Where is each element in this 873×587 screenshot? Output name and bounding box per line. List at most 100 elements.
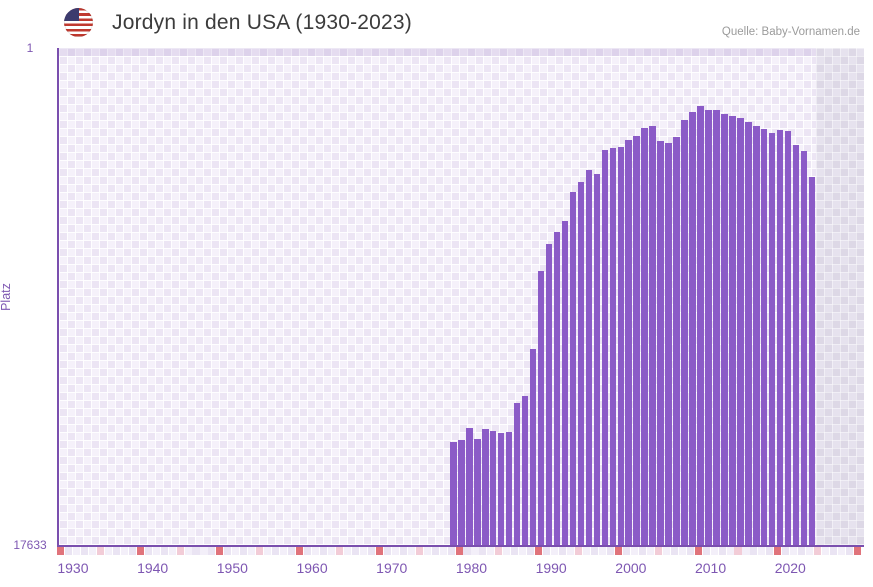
bar-1996[interactable]: [593, 174, 601, 545]
strip-cell: [630, 547, 638, 555]
bar-1982[interactable]: [482, 429, 489, 545]
bar-2005[interactable]: [665, 143, 672, 545]
bar-2000[interactable]: [625, 139, 632, 545]
strip-cell: [750, 547, 758, 555]
strip-cell: [678, 547, 686, 555]
bar-2019[interactable]: [776, 130, 784, 545]
bar-2013[interactable]: [729, 115, 736, 545]
strip-cell: [487, 547, 495, 555]
bar-1988[interactable]: [529, 349, 537, 545]
strip-cell: [670, 547, 678, 555]
bar-2017[interactable]: [760, 128, 768, 545]
bar-1990[interactable]: [545, 243, 553, 545]
strip-cell-decade: [375, 547, 383, 555]
strip-cell: [351, 547, 359, 555]
bar-2008[interactable]: [689, 112, 696, 545]
strip-cell-half-decade: [495, 547, 503, 555]
strip-cell-half-decade: [415, 547, 423, 555]
strip-cell: [120, 547, 128, 555]
bar-2015[interactable]: [745, 122, 752, 545]
strip-cell-half-decade: [734, 547, 742, 555]
strip-cell-half-decade: [96, 547, 104, 555]
x-axis-tick-label: 1940: [137, 560, 169, 576]
strip-cell: [782, 547, 790, 555]
bar-1994[interactable]: [577, 181, 585, 545]
strip-cell: [503, 547, 511, 555]
bar-1984[interactable]: [497, 433, 505, 545]
plot-area: [57, 48, 864, 547]
strip-cell: [192, 547, 200, 555]
strip-cell: [128, 547, 136, 555]
strip-cell: [224, 547, 232, 555]
strip-cell: [662, 547, 670, 555]
strip-cell: [846, 547, 854, 555]
bar-1986[interactable]: [513, 403, 521, 545]
strip-cell: [551, 547, 559, 555]
bar-2006[interactable]: [673, 137, 680, 545]
bar-1983[interactable]: [489, 431, 497, 545]
bar-2011[interactable]: [713, 110, 720, 545]
strip-cell: [391, 547, 399, 555]
bar-2022[interactable]: [800, 151, 808, 545]
bar-1997[interactable]: [601, 150, 609, 545]
bar-2004[interactable]: [657, 141, 664, 545]
strip-cell: [766, 547, 774, 555]
strip-cell-decade: [455, 547, 463, 555]
bar-1985[interactable]: [505, 431, 513, 545]
bar-2010[interactable]: [705, 110, 712, 545]
x-axis-tick-label: 2010: [694, 560, 727, 576]
strip-cell: [479, 547, 487, 555]
bar-2002[interactable]: [641, 128, 648, 545]
bar-2009[interactable]: [697, 106, 704, 545]
strip-cell-half-decade: [575, 547, 583, 555]
source-credit: Quelle: Baby-Vornamen.de: [721, 26, 860, 38]
x-axis-tick-label: 1960: [296, 560, 328, 576]
strip-cell: [248, 547, 256, 555]
strip-cell: [168, 547, 176, 555]
x-axis-tick-label: 1980: [455, 560, 488, 576]
y-axis-top-tick-label: 1: [26, 41, 34, 55]
strip-cell-half-decade: [176, 547, 184, 555]
strip-cell: [144, 547, 152, 555]
bar-1981[interactable]: [474, 438, 481, 545]
strip-cell: [830, 547, 838, 555]
bar-2021[interactable]: [792, 144, 800, 545]
bar-2020[interactable]: [784, 131, 792, 545]
bar-1987[interactable]: [521, 396, 529, 545]
bar-1991[interactable]: [553, 232, 561, 545]
bar-1999[interactable]: [617, 146, 625, 545]
x-axis-tick-label: 1990: [535, 560, 567, 576]
bar-1998[interactable]: [609, 148, 617, 545]
bar-1995[interactable]: [585, 170, 593, 545]
page-title: Jordyn in den USA (1930-2023): [112, 11, 412, 34]
bar-2016[interactable]: [753, 126, 760, 545]
bar-1980[interactable]: [466, 427, 473, 545]
x-axis-tick-label: 2000: [615, 560, 647, 576]
strip-cell: [423, 547, 431, 555]
strip-cell: [208, 547, 216, 555]
usa-flag-canton: [64, 8, 79, 21]
bar-1979[interactable]: [458, 440, 465, 545]
strip-cell: [264, 547, 272, 555]
bar-1989[interactable]: [537, 270, 545, 545]
bar-2018[interactable]: [768, 133, 776, 545]
bar-2014[interactable]: [737, 117, 744, 545]
bar-2007[interactable]: [681, 120, 688, 545]
bar-2001[interactable]: [633, 135, 640, 545]
strip-cell: [112, 547, 120, 555]
x-axis-tick-label: 2020: [774, 560, 806, 576]
bar-2012[interactable]: [721, 113, 728, 545]
strip-cell: [567, 547, 575, 555]
bar-1978[interactable]: [450, 442, 457, 545]
bar-2023[interactable]: [808, 177, 816, 545]
strip-cell: [758, 547, 766, 555]
strip-cell: [431, 547, 439, 555]
strip-cell: [304, 547, 312, 555]
strip-cell: [200, 547, 208, 555]
bar-2003[interactable]: [649, 126, 656, 545]
strip-cell: [407, 547, 415, 555]
strip-cell: [710, 547, 718, 555]
bar-1993[interactable]: [569, 192, 577, 545]
bar-1992[interactable]: [561, 221, 569, 545]
